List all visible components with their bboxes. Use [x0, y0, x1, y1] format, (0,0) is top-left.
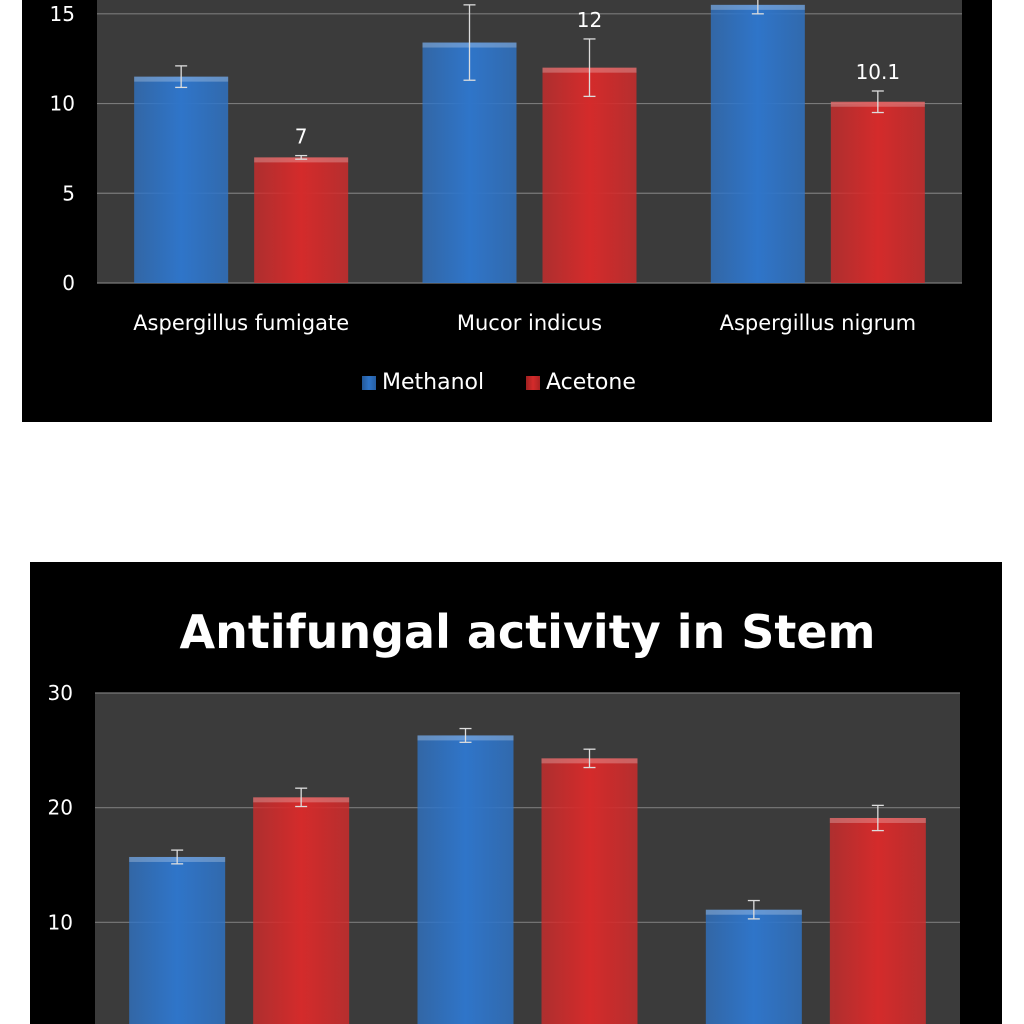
chart-panel-top: 0 5 10 15 7 12 10.1 Aspergillus fumigate Mucor i…: [22, 0, 992, 422]
bar-acetone: [542, 67, 637, 284]
legend-swatch-acetone: [526, 376, 540, 390]
y-tick-label: 0: [62, 271, 75, 295]
bar-methanol: [422, 42, 517, 283]
plot-area: [95, 693, 960, 1024]
plot-area: [97, 0, 962, 283]
x-category-label: Aspergillus nigrum: [720, 311, 916, 335]
y-tick-label: 15: [50, 2, 75, 26]
y-tick-label: 10: [50, 92, 75, 116]
bar-acetone: [829, 817, 926, 1024]
bar-methanol: [134, 76, 229, 283]
chart-title: Antifungal activity in Stem: [180, 605, 876, 659]
y-tick-label: 30: [48, 681, 73, 705]
data-label: 7: [295, 125, 308, 149]
bar-methanol: [129, 856, 226, 1024]
bar-methanol: [417, 735, 514, 1024]
legend-swatch-methanol: [362, 376, 376, 390]
data-label: 10.1: [856, 60, 901, 84]
data-label: 12: [577, 8, 602, 32]
x-category-label: Aspergillus fumigate: [133, 311, 349, 335]
y-tick-label: 10: [48, 910, 73, 934]
bar-methanol: [705, 909, 802, 1024]
y-tick-label: 20: [48, 796, 73, 820]
legend-label-methanol: Methanol: [382, 370, 484, 395]
bar-acetone: [254, 157, 349, 283]
legend-label-acetone: Acetone: [546, 370, 636, 395]
bar-acetone: [541, 758, 638, 1024]
bar-top-highlight: [254, 157, 349, 163]
bar-chart-top: 0 5 10 15 7 12 10.1 Aspergillus fumigate Mucor i…: [50, 0, 962, 395]
bar-chart-bottom: 10 20 30 Antifungal activity in Stem: [48, 605, 960, 1024]
bar-acetone: [830, 101, 925, 283]
chart-panel-bottom: 10 20 30 Antifungal activity in Stem: [30, 562, 1002, 1024]
bar-methanol: [710, 4, 805, 283]
bar-acetone: [253, 797, 350, 1024]
x-category-label: Mucor indicus: [457, 311, 602, 335]
y-tick-label: 5: [62, 181, 75, 205]
